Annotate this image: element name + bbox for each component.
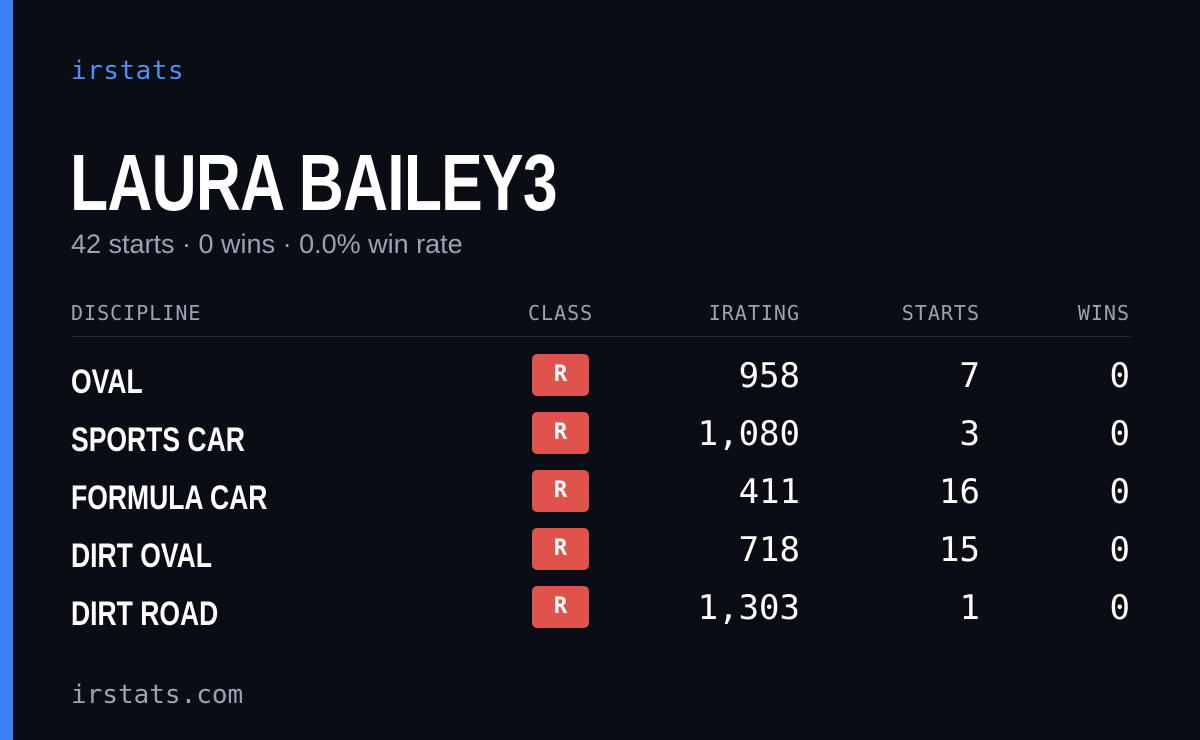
header-starts: STARTS [901, 301, 980, 325]
header-wins: WINS [1077, 301, 1130, 325]
table-row: DIRT ROAD R 1,303 1 0 [71, 586, 1131, 644]
irating-value: 718 [738, 530, 800, 570]
irating-value: 411 [738, 472, 800, 512]
table-row: OVAL R 958 7 0 [71, 354, 1131, 412]
discipline-name: OVAL [71, 363, 143, 401]
wins-value: 0 [1109, 472, 1130, 512]
class-badge: R [532, 354, 589, 396]
summary-stats: 42 starts · 0 wins · 0.0% win rate [71, 229, 463, 259]
table-body: OVAL R 958 7 0 SPORTS CAR R 1,080 3 0 FO… [71, 354, 1131, 644]
discipline-name: DIRT OVAL [71, 537, 212, 575]
starts-value: 7 [959, 356, 980, 396]
stats-table: DISCIPLINE CLASS IRATING STARTS WINS OVA… [71, 298, 1131, 644]
discipline-name: FORMULA CAR [71, 479, 268, 517]
table-row: SPORTS CAR R 1,080 3 0 [71, 412, 1131, 470]
table-header: DISCIPLINE CLASS IRATING STARTS WINS [71, 298, 1131, 337]
irating-value: 1,080 [697, 414, 800, 454]
driver-name: LAURA BAILEY3 [70, 138, 558, 227]
class-badge: R [532, 586, 589, 628]
table-row: FORMULA CAR R 411 16 0 [71, 470, 1131, 528]
footer-url: irstats.com [71, 680, 244, 710]
wins-value: 0 [1109, 356, 1130, 396]
starts-value: 15 [939, 530, 980, 570]
starts-value: 1 [959, 588, 980, 628]
irating-value: 1,303 [697, 588, 800, 628]
header-discipline: DISCIPLINE [71, 301, 202, 325]
accent-bar [0, 0, 13, 740]
discipline-name: SPORTS CAR [71, 421, 245, 459]
irating-value: 958 [738, 356, 800, 396]
header-irating: IRATING [708, 301, 800, 325]
class-badge: R [532, 412, 589, 454]
wins-value: 0 [1109, 588, 1130, 628]
wins-value: 0 [1109, 530, 1130, 570]
brand-logo: irstats [71, 56, 185, 86]
class-badge: R [532, 470, 589, 512]
starts-value: 3 [959, 414, 980, 454]
class-badge: R [532, 528, 589, 570]
wins-value: 0 [1109, 414, 1130, 454]
table-row: DIRT OVAL R 718 15 0 [71, 528, 1131, 586]
discipline-name: DIRT ROAD [71, 595, 219, 633]
header-class: CLASS [528, 301, 594, 325]
starts-value: 16 [939, 472, 980, 512]
